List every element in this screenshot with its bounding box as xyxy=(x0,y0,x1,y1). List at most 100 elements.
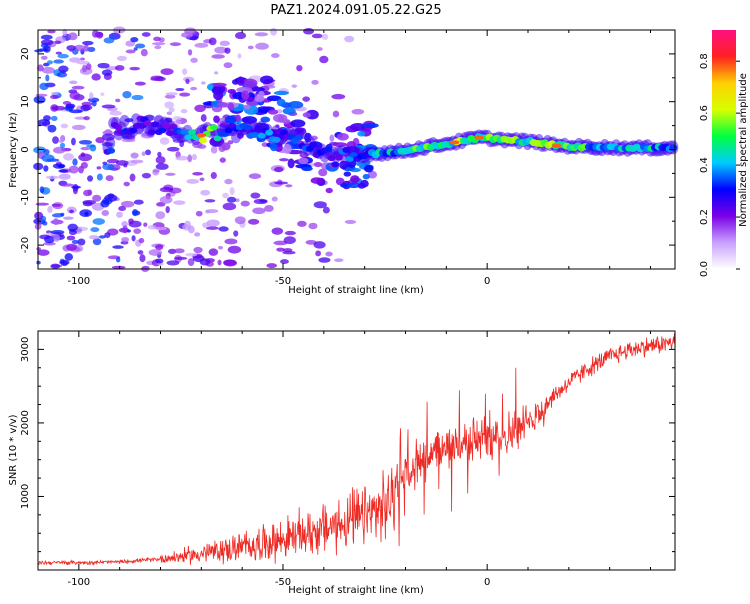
spectrogram-cell xyxy=(162,122,171,129)
spectrogram-cell xyxy=(223,62,233,69)
spectrogram-cell xyxy=(284,230,296,236)
spectrogram-cell xyxy=(155,211,166,220)
spectrogram-cell xyxy=(133,228,142,234)
spectrogram-cell xyxy=(185,252,198,257)
spectrogram-cell xyxy=(248,173,262,180)
spectrogram-cell xyxy=(367,170,378,179)
spectrogram-cell xyxy=(165,172,176,176)
spectrogram-cell xyxy=(129,127,138,134)
spectrogram-cell xyxy=(247,218,260,225)
spectrogram-cell xyxy=(224,47,231,54)
spectrogram-cell xyxy=(214,46,228,54)
spectrogram-cell xyxy=(121,236,130,243)
spectrogram-cell xyxy=(102,163,115,171)
spectrogram-cell xyxy=(219,157,226,163)
spectrogram-cell xyxy=(122,225,128,234)
spectrogram-ytick-label: -10 xyxy=(20,189,31,205)
spectrogram-cell xyxy=(272,113,288,123)
spectrogram-cell xyxy=(174,248,185,254)
spectrogram-cell xyxy=(67,223,78,232)
spectrogram-cell xyxy=(68,165,79,174)
colorbar-ticks: 0.0 0.2 0.4 0.6 0.8 xyxy=(699,53,740,277)
spectrogram-cell xyxy=(164,94,176,99)
spectrogram-cell xyxy=(210,145,218,154)
spectrogram-xtick-label: -100 xyxy=(67,276,90,287)
spectrogram-cell xyxy=(83,44,89,52)
spectrogram-cell xyxy=(344,35,355,43)
spectrogram-cell xyxy=(77,238,86,246)
spectrogram-cell xyxy=(67,32,78,41)
spectrogram-cell xyxy=(137,250,144,255)
spectrogram-cell xyxy=(155,163,169,170)
spectrogram-cell xyxy=(122,90,132,99)
spectrogram-cell xyxy=(50,115,58,122)
spectrogram-cell xyxy=(268,109,279,115)
spectrogram-cell xyxy=(105,175,114,182)
spectrogram-ylabel: Frequency (Hz) xyxy=(8,112,19,188)
spectrogram-cell xyxy=(302,96,311,102)
spectrogram-cell xyxy=(254,32,269,37)
spectrogram-cell xyxy=(350,175,360,184)
spectrogram-cell xyxy=(96,166,102,170)
spectrogram-cell xyxy=(197,144,207,149)
spectrogram-cell xyxy=(90,227,100,233)
snr-xtick-label: 0 xyxy=(484,577,490,588)
snr-ylabel: SNR (10 * v/v) xyxy=(8,414,19,485)
spectrogram-cell xyxy=(331,93,346,100)
spectrogram-cell xyxy=(192,171,204,176)
spectrogram-cell xyxy=(72,158,78,166)
spectrogram-cell xyxy=(226,196,237,203)
spectrogram-cell xyxy=(153,36,161,42)
spectrogram-cell xyxy=(180,108,188,114)
spectrogram-cell xyxy=(290,119,306,128)
spectrogram-cell xyxy=(138,237,145,244)
spectrogram-cell xyxy=(187,49,193,56)
spectrogram-cell xyxy=(240,200,250,207)
spectrogram-cell xyxy=(53,234,61,242)
spectrogram-cell xyxy=(116,55,127,62)
spectrogram-cell xyxy=(315,250,321,257)
spectrogram-cell xyxy=(78,139,93,145)
spectrogram-cell xyxy=(57,164,65,169)
spectrogram-cell xyxy=(276,98,286,107)
spectrogram-cell xyxy=(120,200,135,208)
spectrogram-cell xyxy=(85,63,92,70)
spectrogram-cell xyxy=(103,37,115,44)
spectrogram-cell xyxy=(33,95,46,104)
spectrogram-cell xyxy=(71,137,76,146)
spectrogram-cell xyxy=(143,120,152,127)
spectrogram-cell xyxy=(266,95,282,102)
spectrogram-cell xyxy=(119,114,130,127)
spectrogram-cell xyxy=(125,40,136,47)
spectrogram-cell xyxy=(325,251,333,257)
spectrogram-cell xyxy=(234,31,247,40)
spectrogram-ytick-label: -20 xyxy=(20,237,31,253)
spectrogram-cell xyxy=(303,27,315,35)
colorbar-tick-label: 0.0 xyxy=(699,261,710,277)
colorbar-tick-label: 0.6 xyxy=(699,105,710,121)
spectrogram-cell xyxy=(165,130,174,137)
spectrogram-cell xyxy=(35,93,48,97)
spectrogram-cell xyxy=(551,143,562,148)
spectrogram-cell xyxy=(270,27,278,36)
spectrogram-cell xyxy=(82,40,94,46)
spectrogram-cell xyxy=(165,92,178,96)
spectrogram-cell xyxy=(50,94,59,100)
spectrogram-cell xyxy=(237,53,242,59)
spectrogram-cell xyxy=(194,104,206,113)
spectrogram-cell xyxy=(669,144,678,152)
spectrogram-cell xyxy=(297,220,307,227)
spectrogram-cell xyxy=(175,87,185,92)
spectrogram-cell xyxy=(116,211,123,218)
spectrogram-cell xyxy=(204,258,215,263)
spectrogram-cell xyxy=(71,85,85,90)
spectrogram-cell xyxy=(41,66,55,74)
spectrogram-cell xyxy=(357,182,366,189)
spectrogram-cell xyxy=(205,226,219,230)
spectrogram-cell xyxy=(47,124,57,133)
spectrogram-cell xyxy=(175,155,189,161)
spectrogram-cell xyxy=(130,159,144,164)
spectrogram-cell xyxy=(193,246,203,254)
spectrogram-ytick-label: 10 xyxy=(20,95,31,108)
spectrogram-cell xyxy=(66,235,76,241)
